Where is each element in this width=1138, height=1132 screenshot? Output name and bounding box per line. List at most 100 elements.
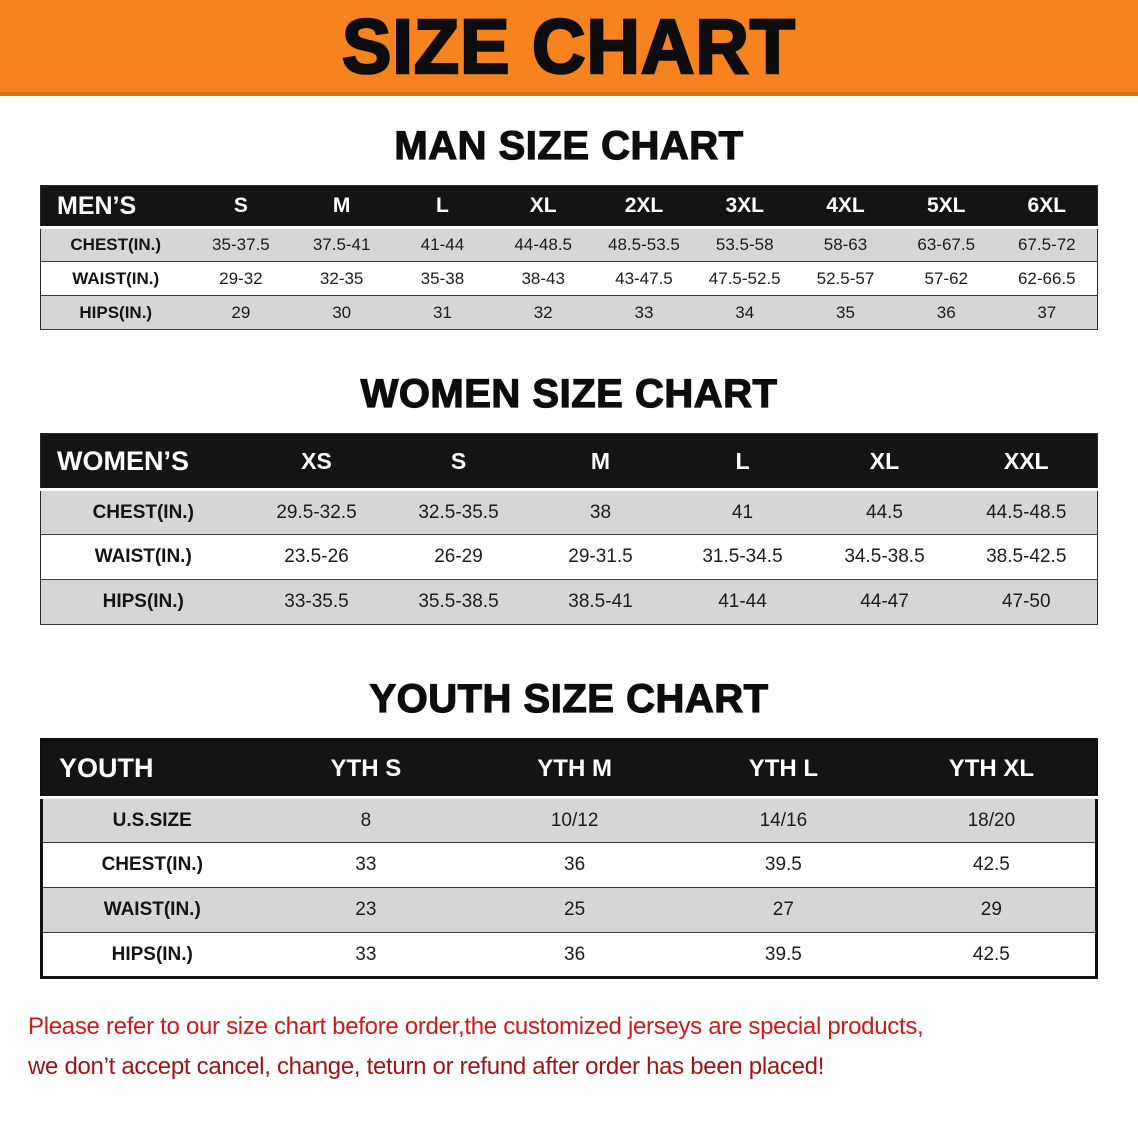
women-measure-row: WAIST(IN.) 23.5-26 26-29 29-31.5 31.5-34.5 34… [40, 534, 1098, 580]
size-value-cell: 36 [564, 943, 586, 965]
size-value-cell: 34 [735, 302, 755, 322]
size-value-cell: 41 [731, 501, 754, 523]
row-label: WAIST(IN.) [103, 899, 201, 920]
size-value-cell: 62-66.5 [1017, 268, 1076, 288]
page-title: SIZE CHART [341, 2, 797, 91]
women-size-column-header: S [387, 433, 530, 490]
women-measure-row: HIPS(IN.) 33-35.5 35.5-38.5 38.5-41 41-44 44-… [40, 579, 1098, 625]
row-label: CHEST(IN.) [70, 235, 162, 254]
men-measure-row: HIPS(IN.) 29 30 31 32 33 34 35 36 37 [40, 295, 1098, 330]
size-value-cell: 43-47.5 [615, 268, 673, 288]
women-size-column-header: XXL [955, 433, 1098, 490]
size-value-cell: 8 [360, 809, 372, 831]
youth-measure-row: CHEST(IN.) 33 36 39.5 42.5 [41, 842, 1097, 888]
row-label: WAIST(IN.) [94, 546, 192, 567]
size-value-cell: 38-43 [521, 268, 565, 288]
size-value-cell: 57-62 [924, 268, 968, 288]
men-size-column-header: M [291, 185, 393, 228]
size-value-cell: 18/20 [967, 809, 1016, 831]
women-size-column-header: XS [245, 433, 388, 490]
men-measure-row: CHEST(IN.) 35-37.5 37.5-41 41-44 44-48.5 48.5… [40, 227, 1098, 262]
size-value-cell: 23 [355, 899, 377, 920]
women-size-section: WOMEN SIZE CHART WOMEN’S XS S M L XL XXL CHEST(… [0, 371, 1138, 625]
men-size-column-header: 2XL [593, 185, 695, 228]
men-size-column-header: 3XL [694, 185, 796, 228]
size-value-cell: 33 [355, 854, 377, 875]
men-size-column-header: XL [492, 185, 594, 228]
row-label: HIPS(IN.) [102, 591, 184, 612]
disclaimer-line-2: we don’t accept cancel, change, teturn o… [28, 1053, 825, 1080]
size-value-cell: 53.5-58 [715, 235, 774, 254]
men-measure-row: WAIST(IN.) 29-32 32-35 35-38 38-43 43-47.5 47.… [40, 261, 1098, 296]
size-value-cell: 34.5-38.5 [844, 546, 925, 567]
size-value-cell: 44.5-48.5 [986, 501, 1067, 523]
size-value-cell: 29 [231, 302, 251, 322]
size-value-cell: 52.5-57 [816, 268, 875, 288]
size-value-cell: 10/12 [550, 809, 599, 831]
row-label: HIPS(IN.) [79, 302, 153, 322]
youth-size-column-header: YTH XL [887, 739, 1097, 798]
size-value-cell: 26-29 [434, 546, 483, 567]
row-label: CHEST(IN.) [101, 854, 203, 875]
row-label: WAIST(IN.) [72, 268, 160, 288]
youth-measure-row: HIPS(IN.) 33 36 39.5 42.5 [41, 932, 1097, 978]
size-value-cell: 42.5 [972, 943, 1010, 965]
size-value-cell: 47.5-52.5 [708, 268, 781, 288]
size-value-cell: 29.5-32.5 [276, 501, 357, 523]
size-value-cell: 42.5 [972, 854, 1010, 875]
women-measure-row: CHEST(IN.) 29.5-32.5 32.5-35.5 38 41 44.5 44.5… [40, 489, 1098, 535]
men-section-heading: MAN SIZE CHART [394, 123, 744, 168]
size-value-cell: 35.5-38.5 [418, 591, 499, 612]
men-size-column-header: 4XL [795, 185, 896, 228]
size-value-cell: 14/16 [759, 809, 808, 831]
youth-section-heading: YOUTH SIZE CHART [369, 676, 769, 721]
disclaimer-line-1: Please refer to our size chart before or… [28, 1013, 924, 1040]
size-value-cell: 31 [432, 302, 452, 322]
size-value-cell: 35-38 [420, 268, 465, 288]
size-value-cell: 38 [589, 501, 612, 523]
men-size-column-header: S [190, 185, 292, 228]
youth-table-title: YOUTH [41, 739, 262, 798]
men-size-table: MEN’S S M L XL 2XL 3XL 4XL 5XL 6XL CHEST(IN.) 35-37… [40, 185, 1098, 330]
size-value-cell: 29-31.5 [568, 546, 633, 567]
size-value-cell: 32.5-35.5 [418, 501, 499, 523]
youth-size-column-header: YTH S [261, 739, 471, 798]
size-value-cell: 33-35.5 [284, 591, 349, 612]
banner: SIZE CHART [0, 0, 1138, 96]
size-value-cell: 41-44 [420, 235, 465, 254]
youth-size-column-header: YTH L [679, 739, 888, 798]
youth-measure-row: U.S.SIZE 8 10/12 14/16 18/20 [41, 797, 1097, 843]
youth-measure-row: WAIST(IN.) 23 25 27 29 [41, 887, 1097, 933]
row-label: U.S.SIZE [112, 809, 192, 831]
women-size-column-header: XL [813, 433, 956, 490]
size-value-cell: 47-50 [1001, 591, 1051, 612]
men-size-column-header: L [392, 185, 493, 228]
size-value-cell: 44-47 [860, 591, 909, 612]
men-size-column-header: 5XL [895, 185, 997, 228]
size-value-cell: 44.5 [866, 501, 903, 523]
size-value-cell: 33 [355, 943, 377, 965]
size-value-cell: 33 [634, 302, 654, 322]
size-value-cell: 35-37.5 [212, 235, 270, 254]
size-value-cell: 38.5-41 [568, 591, 633, 612]
size-value-cell: 29 [980, 899, 1002, 920]
size-value-cell: 35 [836, 302, 855, 322]
size-value-cell: 39.5 [764, 854, 802, 875]
women-table-title: WOMEN’S [40, 433, 246, 490]
men-size-section: MAN SIZE CHART MEN’S S M L XL 2XL 3XL 4XL 5XL 6XL… [0, 123, 1138, 330]
men-table-title: MEN’S [40, 185, 191, 228]
disclaimer: Please refer to our size chart before or… [0, 1009, 1138, 1103]
size-value-cell: 37.5-41 [312, 235, 371, 254]
size-value-cell: 39.5 [764, 943, 802, 965]
youth-size-column-header: YTH M [470, 739, 679, 798]
youth-size-table: YOUTH YTH S YTH M YTH L YTH XL U.S.SIZE 8 10/12… [40, 738, 1098, 979]
size-value-cell: 31.5-34.5 [702, 546, 783, 567]
youth-size-section: YOUTH SIZE CHART YOUTH YTH S YTH M YTH L YTH… [0, 676, 1138, 979]
women-size-column-header: M [529, 433, 672, 490]
women-header-row: WOMEN’S XS S M L XL XXL [40, 433, 1098, 490]
women-section-heading: WOMEN SIZE CHART [360, 371, 778, 416]
size-value-cell: 27 [772, 899, 794, 920]
row-label: HIPS(IN.) [111, 943, 193, 965]
size-value-cell: 36 [564, 854, 586, 875]
